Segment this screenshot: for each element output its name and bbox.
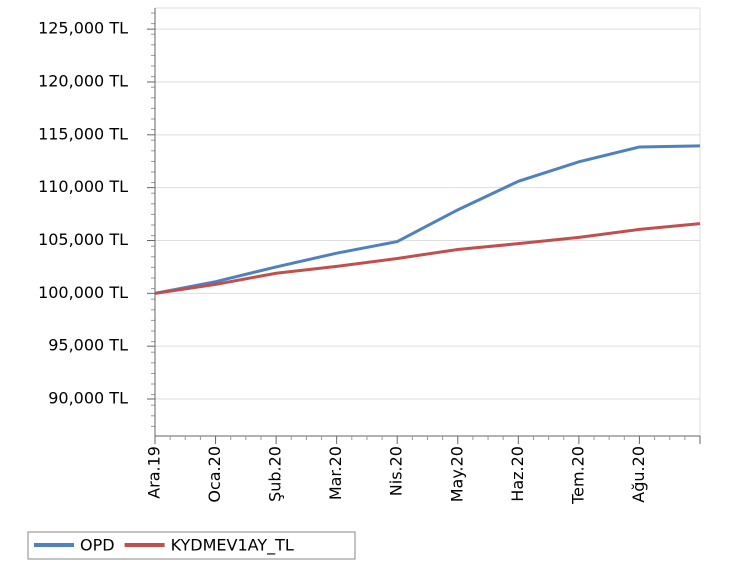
x-tick-label: Tem.20 [568, 446, 587, 505]
legend-label: OPD [80, 536, 115, 555]
x-tick-label: Haz.20 [508, 446, 527, 502]
y-tick-label: 105,000 TL [38, 230, 128, 249]
x-tick-label: Mar.20 [326, 446, 345, 500]
y-tick-label: 115,000 TL [38, 124, 128, 143]
x-tick-label: Nis.20 [387, 446, 406, 496]
series-line [154, 222, 701, 295]
x-tick-label: May.20 [447, 446, 466, 502]
y-tick-label: 100,000 TL [38, 283, 128, 302]
y-tick-label: 120,000 TL [38, 71, 128, 90]
y-tick-label: 110,000 TL [38, 177, 128, 196]
legend-box [27, 531, 356, 560]
y-tick-label: 90,000 TL [48, 389, 128, 408]
x-tick-label: Ağu.20 [629, 446, 648, 503]
y-tick-label: 95,000 TL [48, 336, 128, 355]
legend-label: KYDMEV1AY_TL [171, 536, 294, 556]
series-line [154, 144, 701, 295]
x-tick-label: Oca.20 [205, 446, 224, 503]
y-tick-label: 125,000 TL [38, 19, 128, 38]
x-tick-label: Şub.20 [266, 446, 285, 502]
x-tick-label: Ara.19 [145, 446, 164, 499]
